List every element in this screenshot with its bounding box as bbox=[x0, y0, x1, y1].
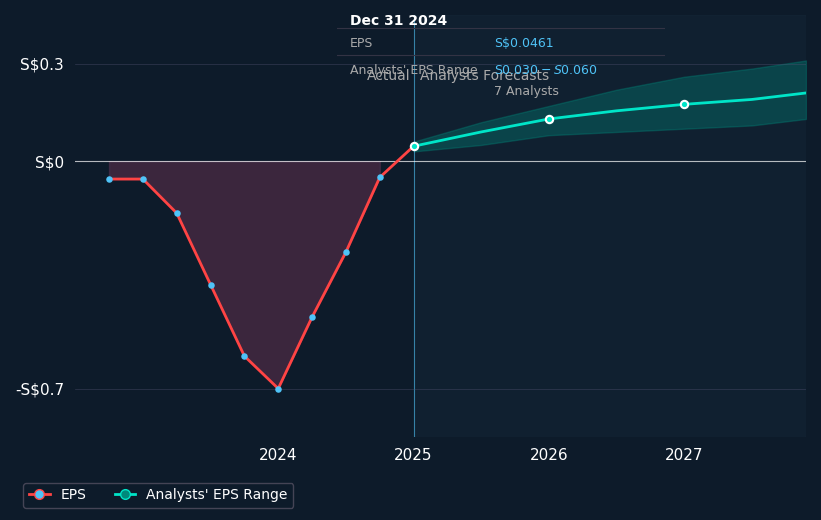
Text: Analysts' EPS Range: Analysts' EPS Range bbox=[350, 64, 477, 77]
Point bbox=[407, 142, 420, 150]
Text: Analysts Forecasts: Analysts Forecasts bbox=[420, 69, 549, 83]
Point bbox=[272, 384, 285, 393]
Point bbox=[103, 175, 116, 183]
Text: S$0.0461: S$0.0461 bbox=[494, 37, 554, 50]
Point bbox=[407, 142, 420, 150]
Text: 7 Analysts: 7 Analysts bbox=[494, 84, 559, 98]
Point bbox=[374, 173, 387, 181]
Point bbox=[238, 352, 251, 360]
Text: Dec 31 2024: Dec 31 2024 bbox=[350, 14, 447, 28]
Text: EPS: EPS bbox=[350, 37, 373, 50]
Bar bbox=[414, 15, 806, 437]
Point bbox=[543, 115, 556, 123]
Legend: EPS, Analysts' EPS Range: EPS, Analysts' EPS Range bbox=[23, 483, 293, 508]
Point bbox=[339, 248, 352, 256]
Point bbox=[305, 313, 319, 321]
Point bbox=[170, 209, 183, 217]
Text: S$0.030 - S$0.060: S$0.030 - S$0.060 bbox=[494, 64, 599, 77]
Text: Actual: Actual bbox=[367, 69, 410, 83]
Point bbox=[204, 280, 217, 289]
Point bbox=[136, 175, 149, 183]
Point bbox=[677, 100, 690, 109]
